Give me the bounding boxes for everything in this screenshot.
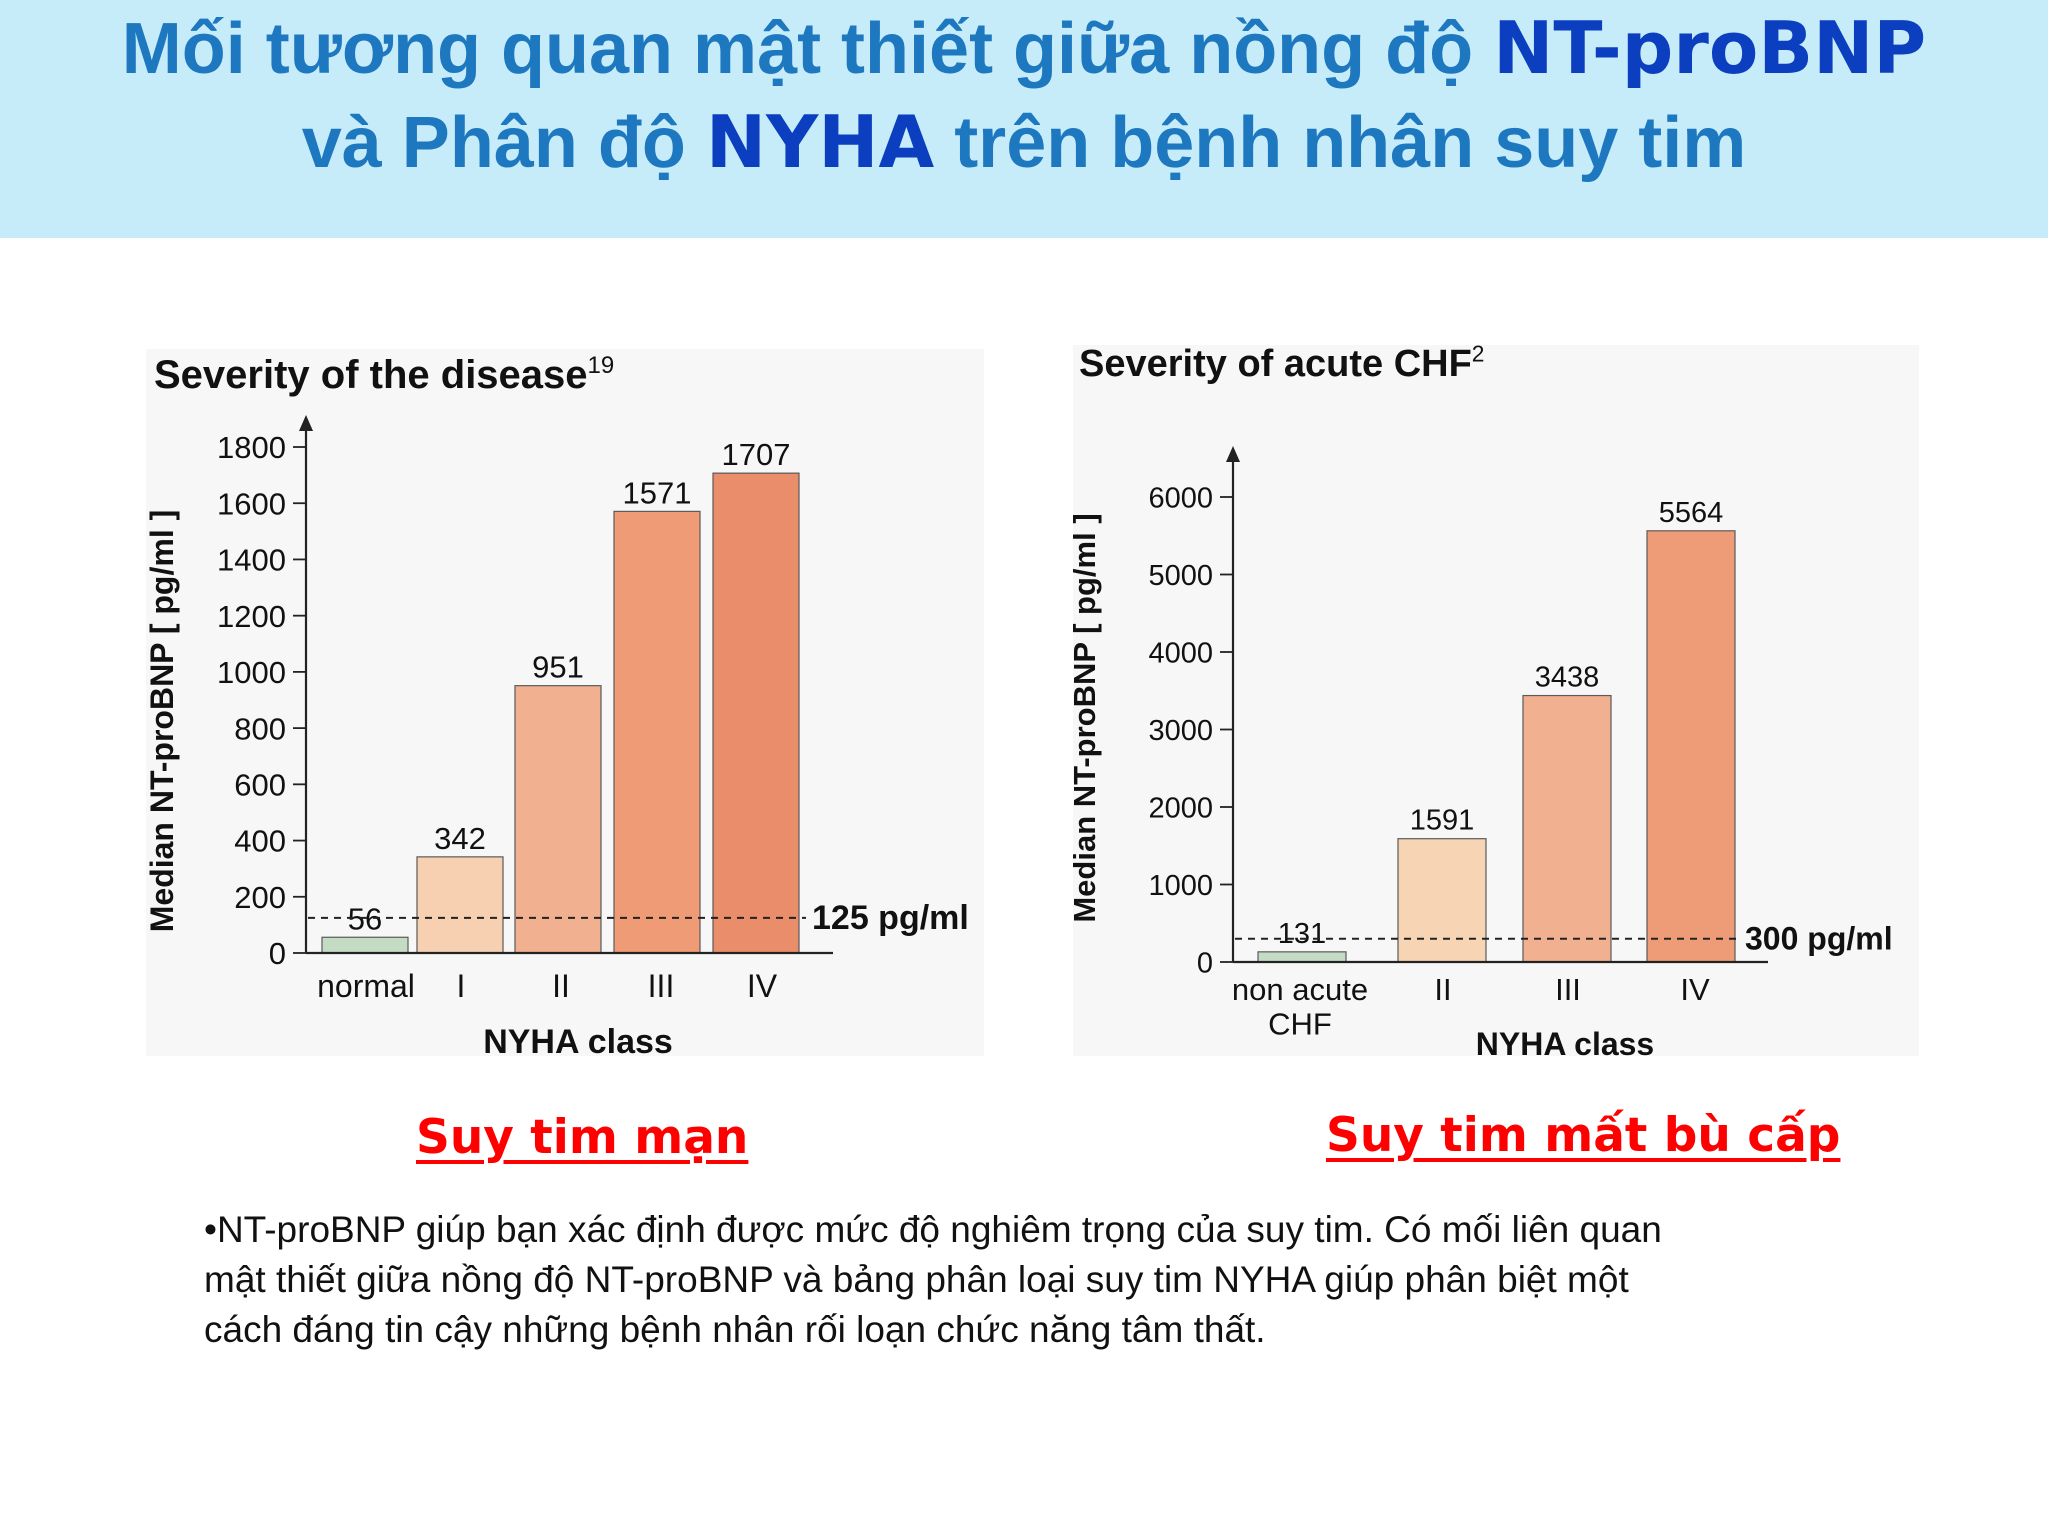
y-tick-label: 6000 <box>1148 482 1213 514</box>
y-axis-arrow-icon <box>1226 446 1240 462</box>
y-tick-label: 1000 <box>217 655 286 690</box>
y-tick-label: 0 <box>1197 947 1213 979</box>
y-axis-title: Median NT-proBNP [ pg/ml ] <box>144 510 180 933</box>
y-tick-label: 1800 <box>217 430 286 465</box>
threshold-label: 300 pg/ml <box>1745 920 1893 956</box>
bar-normal <box>321 936 409 954</box>
bar-iii <box>1522 694 1612 963</box>
title-text: Mối tương quan mật thiết giữa nồng độ <box>121 9 1494 89</box>
slide-title-line-2: và Phân độ NYHA trên bệnh nhân suy tim <box>0 100 2048 184</box>
y-tick-label: 200 <box>234 880 286 915</box>
x-category-label: non acute CHF <box>1232 972 1368 1042</box>
title-highlight-nyha: NYHA <box>705 100 935 184</box>
y-tick-label: 4000 <box>1148 637 1213 669</box>
title-text: trên bệnh nhân suy tim <box>934 103 1747 183</box>
y-axis-title: Median NT-proBNP [ pg/ml ] <box>1067 513 1102 922</box>
bar-ii <box>514 685 602 954</box>
chart-acute-chf: Severity of acute CHF2 131 1591 3438 5564 0 10… <box>1067 341 1893 1062</box>
bar-value-label: 131 <box>1278 918 1326 950</box>
bar-value-label: 1707 <box>722 437 791 472</box>
y-tick-label: 1000 <box>1148 870 1213 902</box>
title-text: và Phân độ <box>301 103 706 183</box>
bar-non-acute-chf <box>1257 951 1347 963</box>
bar-value-label: 1591 <box>1410 805 1475 837</box>
chart-chronic-hf: Severity of the disease19563429511571170… <box>144 352 969 1061</box>
chart-title: Severity of the disease19 <box>154 352 614 397</box>
y-tick-label: 800 <box>234 711 286 746</box>
chart-panel-chronic: Severity of the disease19 56 342 951 1571 170… <box>144 349 984 1061</box>
bar-i <box>416 856 504 954</box>
caption-acute-decompensated-hf: Suy tim mất bù cấp <box>1326 1108 1841 1163</box>
x-category-label: normal <box>317 968 415 1004</box>
bar-value-label: 1571 <box>623 475 692 510</box>
y-tick-label: 2000 <box>1148 792 1213 824</box>
bar-iv <box>712 472 800 954</box>
caption-chronic-hf: Suy tim mạn <box>416 1110 749 1165</box>
chart-title: Severity of acute CHF2 <box>1079 341 1484 385</box>
y-tick-label: 0 <box>269 936 286 971</box>
x-category-label: IV <box>747 968 778 1004</box>
bar-value-label: 342 <box>434 821 486 856</box>
y-tick-label: 5000 <box>1148 560 1213 592</box>
y-tick-label: 600 <box>234 767 286 802</box>
y-tick-label: 3000 <box>1148 715 1213 747</box>
slide-header: Mối tương quan mật thiết giữa nồng độ NT… <box>0 0 2048 238</box>
bar-value-label: 3438 <box>1535 662 1600 694</box>
slide-title-line-1: Mối tương quan mật thiết giữa nồng độ NT… <box>0 6 2048 90</box>
x-category-label: II <box>552 968 570 1004</box>
bullet-paragraph: •NT-proBNP giúp bạn xác định được mức độ… <box>204 1209 1662 1350</box>
bar-iii <box>613 510 701 954</box>
x-category-label: I <box>457 968 466 1004</box>
y-tick-label: 400 <box>234 824 286 859</box>
bar-value-label: 951 <box>532 650 584 685</box>
y-tick-label: 1200 <box>217 599 286 634</box>
y-tick-label: 1600 <box>217 486 286 521</box>
threshold-label: 125 pg/ml <box>812 899 969 937</box>
chart-panel-acute: Severity of acute CHF2 131 1591 3438 5564 0 10… <box>1067 341 1919 1062</box>
bar-iv <box>1646 530 1736 963</box>
y-axis-arrow-icon <box>299 415 313 431</box>
x-category-label: II <box>1434 972 1451 1007</box>
x-category-label: III <box>1555 972 1581 1007</box>
x-category-label: III <box>648 968 675 1004</box>
bar-ii <box>1397 838 1487 963</box>
x-category-label: IV <box>1680 972 1710 1007</box>
x-axis-title: NYHA class <box>483 1023 673 1061</box>
x-axis-title: NYHA class <box>1476 1026 1654 1062</box>
title-highlight-ntprobnp: NT-proBNP <box>1493 6 1927 90</box>
bar-value-label: 5564 <box>1659 497 1724 529</box>
y-tick-label: 1400 <box>217 543 286 578</box>
